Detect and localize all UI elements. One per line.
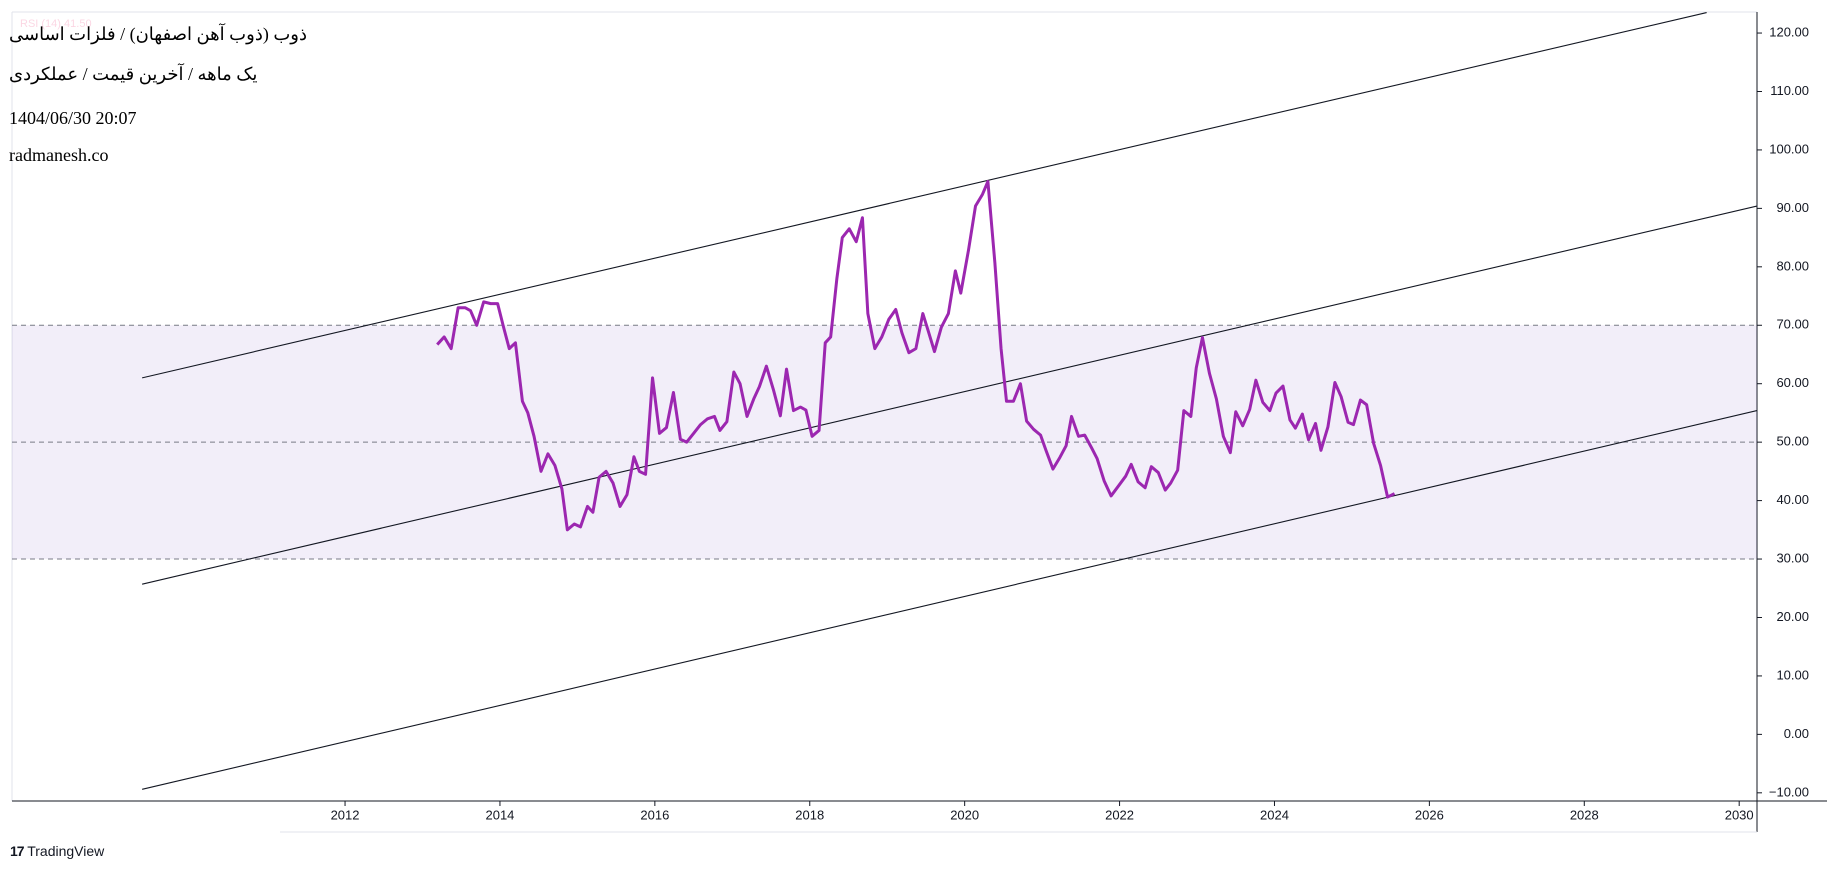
x-tick-label: 2022 — [1105, 807, 1134, 822]
indicator-value: 41.50 — [64, 18, 92, 30]
y-tick-label: 50.00 — [1776, 434, 1809, 449]
timestamp: 1404/06/30 20:07 — [9, 108, 137, 128]
subtitle: یک ماهه / آخرین قیمت / عملکردی — [9, 64, 258, 84]
x-tick-label: 2018 — [795, 807, 824, 822]
site: radmanesh.co — [9, 145, 109, 165]
x-tick-label: 2012 — [331, 807, 360, 822]
x-tick-label: 2030 — [1725, 807, 1754, 822]
trend-line — [141, 410, 1757, 790]
y-tick-label: 60.00 — [1776, 375, 1809, 390]
y-tick-label: 100.00 — [1769, 141, 1809, 156]
x-tick-label: 2020 — [950, 807, 979, 822]
indicator-name: RSI (14) — [20, 18, 61, 30]
brand: 17 TradingView — [10, 843, 105, 859]
y-tick-label: −10.00 — [1769, 784, 1809, 799]
y-tick-label: 0.00 — [1784, 726, 1809, 741]
x-tick-label: 2024 — [1260, 807, 1289, 822]
y-tick-label: 40.00 — [1776, 492, 1809, 507]
y-tick-label: 120.00 — [1769, 24, 1809, 39]
x-tick-label: 2014 — [485, 807, 514, 822]
trend-line — [141, 12, 1707, 379]
y-tick-label: 110.00 — [1770, 83, 1809, 98]
indicator-legend: RSI (14) 41.50 — [20, 18, 92, 30]
y-tick-label: 70.00 — [1776, 317, 1809, 332]
title: ذوب (ذوب آهن اصفهان) / فلزات اساسی — [9, 24, 307, 44]
trend-line — [141, 205, 1757, 585]
y-tick-label: 90.00 — [1776, 200, 1809, 215]
x-tick-label: 2028 — [1570, 807, 1599, 822]
y-tick-label: 80.00 — [1776, 258, 1809, 273]
brand-name: TradingView — [27, 843, 105, 859]
y-tick-label: 20.00 — [1776, 609, 1809, 624]
x-tick-label: 2026 — [1415, 807, 1444, 822]
plot-area — [12, 12, 1757, 790]
x-tick-label: 2016 — [640, 807, 669, 822]
y-tick-label: 30.00 — [1776, 550, 1809, 565]
y-tick-label: 10.00 — [1776, 667, 1809, 682]
rsi-line — [436, 179, 1396, 532]
